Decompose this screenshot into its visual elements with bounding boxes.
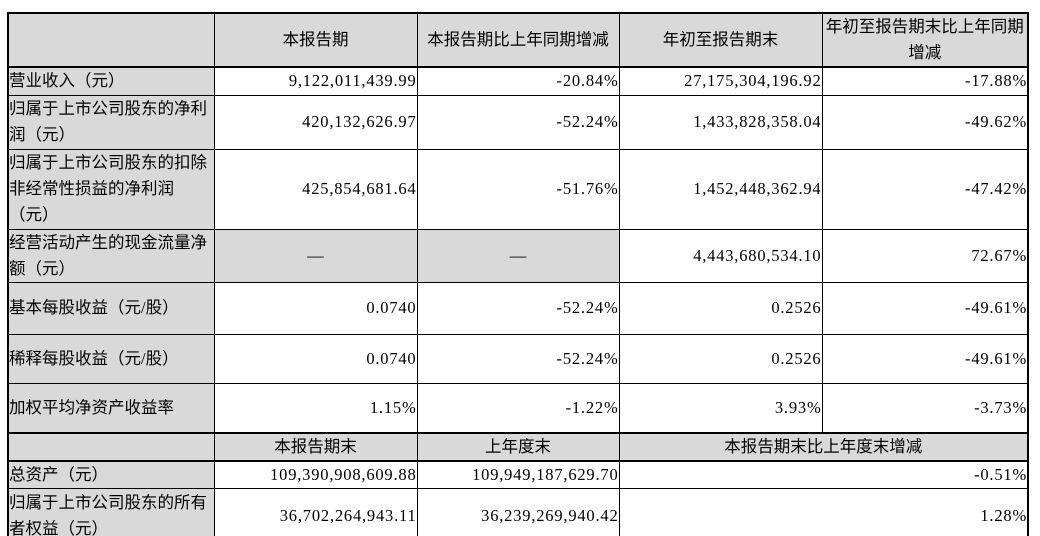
roe-current-value: 1.15% <box>213 382 418 434</box>
diluted-eps-yoy-value: -52.24% <box>416 333 620 384</box>
roe-ytd-value: 3.93% <box>618 382 823 434</box>
owners-equity-period-end-value: 36,702,264,943.11 <box>213 488 418 536</box>
table-row-total-assets: 总资产（元） 109,390,908,609.88 109,949,187,62… <box>7 460 1029 489</box>
basic-eps-current-value: 0.0740 <box>213 281 418 335</box>
roe-label: 加权平均净资产收益率 <box>7 382 215 434</box>
diluted-eps-current-value: 0.0740 <box>213 333 418 384</box>
net-profit-current-value: 420,132,626.97 <box>213 94 418 150</box>
header-current-period-yoy: 本报告期比上年同期增减 <box>416 12 620 68</box>
basic-eps-label: 基本每股收益（元/股） <box>7 281 215 335</box>
table-wrapper: 本报告期 本报告期比上年同期增减 年初至报告期末 年初至报告期末比上年同期增减 … <box>7 12 1029 536</box>
header-row-section2: 本报告期末 上年度末 本报告期末比上年度末增减 <box>7 432 1029 462</box>
net-profit-excl-ytd-value: 1,452,448,362.94 <box>618 148 823 230</box>
header-period-end: 本报告期末 <box>213 432 418 462</box>
total-assets-prior-year-end-value: 109,949,187,629.70 <box>416 460 620 489</box>
table-row-revenue: 营业收入（元） 9,122,011,439.99 -20.84% 27,175,… <box>7 66 1029 96</box>
table-row-net-profit-excl-nonrecurring: 归属于上市公司股东的扣除非经常性损益的净利润（元） 425,854,681.64… <box>7 148 1029 230</box>
owners-equity-change-value: 1.28% <box>618 488 1029 536</box>
owners-equity-label: 归属于上市公司股东的所有者权益（元） <box>7 488 215 536</box>
roe-yoy-value: -1.22% <box>416 382 620 434</box>
revenue-ytd-value: 27,175,304,196.92 <box>618 66 823 96</box>
basic-eps-ytd-yoy-value: -49.61% <box>821 281 1029 335</box>
total-assets-label: 总资产（元） <box>7 460 215 489</box>
roe-ytd-yoy-value: -3.73% <box>821 382 1029 434</box>
revenue-current-value: 9,122,011,439.99 <box>213 66 418 96</box>
net-profit-ytd-value: 1,433,828,358.04 <box>618 94 823 150</box>
net-profit-yoy-value: -52.24% <box>416 94 620 150</box>
header-period-end-change: 本报告期末比上年度末增减 <box>618 432 1029 462</box>
basic-eps-yoy-value: -52.24% <box>416 281 620 335</box>
net-profit-ytd-yoy-value: -49.62% <box>821 94 1029 150</box>
net-profit-excl-current-value: 425,854,681.64 <box>213 148 418 230</box>
cash-flow-label: 经营活动产生的现金流量净额（元） <box>7 228 215 283</box>
diluted-eps-ytd-yoy-value: -49.61% <box>821 333 1029 384</box>
header-row-section1: 本报告期 本报告期比上年同期增减 年初至报告期末 年初至报告期末比上年同期增减 <box>7 12 1029 68</box>
net-profit-excl-ytd-yoy-value: -47.42% <box>821 148 1029 230</box>
net-profit-excl-label: 归属于上市公司股东的扣除非经常性损益的净利润（元） <box>7 148 215 230</box>
diluted-eps-ytd-value: 0.2526 <box>618 333 823 384</box>
table-row-weighted-avg-roe: 加权平均净资产收益率 1.15% -1.22% 3.93% -3.73% <box>7 382 1029 434</box>
table-row-diluted-eps: 稀释每股收益（元/股） 0.0740 -52.24% 0.2526 -49.61… <box>7 333 1029 384</box>
table-row-basic-eps: 基本每股收益（元/股） 0.0740 -52.24% 0.2526 -49.61… <box>7 281 1029 335</box>
cash-flow-current-dash: — <box>213 228 418 283</box>
header-current-period: 本报告期 <box>213 12 418 68</box>
cash-flow-yoy-dash: — <box>416 228 620 283</box>
table-row-owners-equity: 归属于上市公司股东的所有者权益（元） 36,702,264,943.11 36,… <box>7 488 1029 536</box>
cash-flow-ytd-value: 4,443,680,534.10 <box>618 228 823 283</box>
corner-empty-cell <box>7 12 215 68</box>
net-profit-excl-yoy-value: -51.76% <box>416 148 620 230</box>
header-ytd-yoy: 年初至报告期末比上年同期增减 <box>821 12 1029 68</box>
header-prior-year-end: 上年度末 <box>416 432 620 462</box>
revenue-label: 营业收入（元） <box>7 66 215 96</box>
header-ytd: 年初至报告期末 <box>618 12 823 68</box>
owners-equity-prior-year-end-value: 36,239,269,940.42 <box>416 488 620 536</box>
cash-flow-ytd-yoy-value: 72.67% <box>821 228 1029 283</box>
total-assets-period-end-value: 109,390,908,609.88 <box>213 460 418 489</box>
table-row-operating-cash-flow: 经营活动产生的现金流量净额（元） — — 4,443,680,534.10 72… <box>7 228 1029 283</box>
total-assets-change-value: -0.51% <box>618 460 1029 489</box>
basic-eps-ytd-value: 0.2526 <box>618 281 823 335</box>
net-profit-label: 归属于上市公司股东的净利润（元） <box>7 94 215 150</box>
financial-summary-table: 本报告期 本报告期比上年同期增减 年初至报告期末 年初至报告期末比上年同期增减 … <box>7 12 1029 536</box>
diluted-eps-label: 稀释每股收益（元/股） <box>7 333 215 384</box>
revenue-yoy-value: -20.84% <box>416 66 620 96</box>
corner-empty-cell-2 <box>7 432 215 462</box>
revenue-ytd-yoy-value: -17.88% <box>821 66 1029 96</box>
table-row-net-profit: 归属于上市公司股东的净利润（元） 420,132,626.97 -52.24% … <box>7 94 1029 150</box>
